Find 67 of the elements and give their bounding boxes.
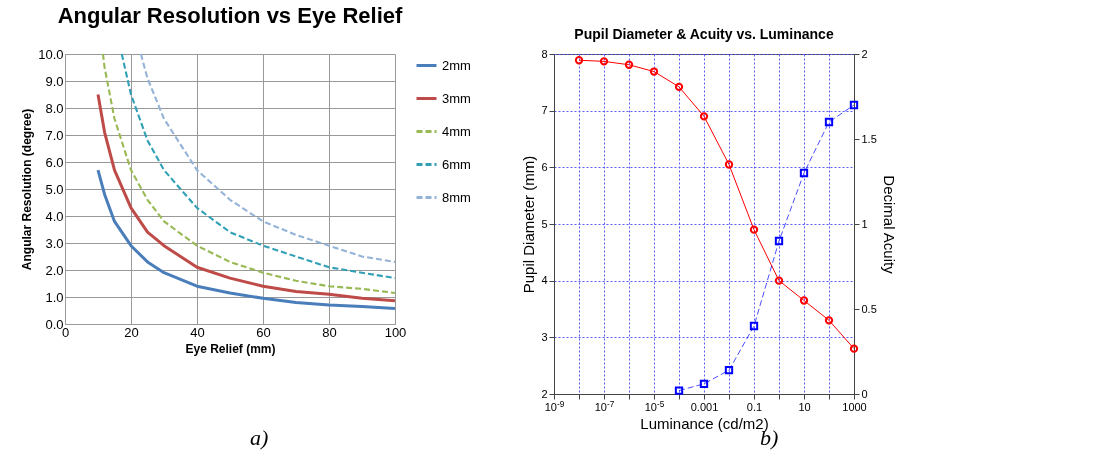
- x-tick-label: 10$^{-7}$: [594, 399, 615, 413]
- point: [599, 57, 609, 66]
- x-tick-label: 40: [190, 324, 205, 340]
- x-tick-label: 10$^{-9}$: [544, 399, 565, 413]
- y2-tick-label: 1.5: [861, 132, 877, 145]
- y-tick-label: 4.0: [45, 208, 64, 224]
- y-tick-label: 9.0: [45, 73, 64, 89]
- point: [674, 386, 684, 395]
- x-axis-title: Luminance (cd/m2): [640, 414, 769, 432]
- point: [699, 112, 709, 121]
- y2-tick-label: 1: [861, 217, 868, 230]
- y-tick-label: 8: [541, 47, 548, 60]
- point: [774, 276, 784, 285]
- y2-axis-title: Decimal Acuity: [880, 175, 898, 275]
- y2-tick-label: 0: [861, 387, 868, 400]
- line-series: [96, 93, 397, 303]
- x-tick-label: 20: [124, 324, 139, 340]
- y-axis-title: Angular Resolution (degree): [20, 108, 35, 271]
- x-tick-label: 1000: [842, 400, 867, 413]
- y-tick-label: 3: [541, 330, 548, 343]
- x-tick-label: 100: [384, 324, 407, 340]
- x-tick-label: 0.001: [690, 400, 719, 413]
- y-tick-label: 8.0: [45, 100, 64, 116]
- x-tick-label: 10$^{-5}$: [644, 399, 665, 413]
- point: [699, 379, 709, 388]
- x-tick-label: 80: [322, 324, 337, 340]
- y-tick-label: 5.0: [45, 181, 64, 197]
- point: [624, 60, 634, 69]
- point: [749, 225, 759, 234]
- y-tick-label: 6: [541, 160, 548, 173]
- y-tick-label: 10.0: [38, 46, 64, 62]
- legend-label: 2mm: [442, 57, 471, 73]
- y-tick-label: 4: [541, 274, 548, 287]
- point: [674, 82, 684, 92]
- point: [824, 117, 834, 127]
- y2-tick-label: 0.5: [861, 302, 877, 315]
- point: [749, 321, 759, 331]
- y-tick-label: 5: [541, 217, 548, 230]
- point: [824, 316, 834, 325]
- y-tick-label: 3.0: [45, 235, 64, 251]
- line-series: [96, 168, 397, 311]
- point: [649, 67, 659, 76]
- y-tick-label: 2: [541, 387, 548, 400]
- y2-tick-label: 2: [861, 47, 868, 60]
- point: [849, 100, 859, 110]
- chart-title: Pupil Diameter & Acuity vs. Luminance: [574, 26, 834, 42]
- point: [799, 168, 809, 178]
- legend-label: 6mm: [442, 156, 471, 172]
- point: [799, 296, 809, 305]
- chart-title: Angular Resolution vs Eye Relief: [57, 3, 404, 28]
- x-axis-title: Eye Relief (mm): [185, 341, 276, 356]
- y-tick-label: 7.0: [45, 127, 64, 143]
- text: a): [250, 425, 269, 451]
- x-tick-label: 10: [798, 400, 811, 413]
- legend-label: 4mm: [442, 123, 471, 139]
- point: [724, 160, 734, 169]
- y-axis-title: Pupil Diameter (mm): [520, 155, 538, 294]
- y-tick-label: 6.0: [45, 154, 64, 170]
- point: [774, 236, 784, 246]
- legend-label: 3mm: [442, 90, 471, 106]
- y-tick-label: 7: [541, 104, 548, 117]
- x-tick-label: 60: [256, 324, 271, 340]
- legend-label: 8mm: [442, 189, 471, 205]
- x-tick-label: 0.1: [746, 400, 763, 413]
- y-tick-label: 1.0: [45, 289, 64, 305]
- y-tick-label: 2.0: [45, 262, 64, 278]
- point: [724, 366, 734, 375]
